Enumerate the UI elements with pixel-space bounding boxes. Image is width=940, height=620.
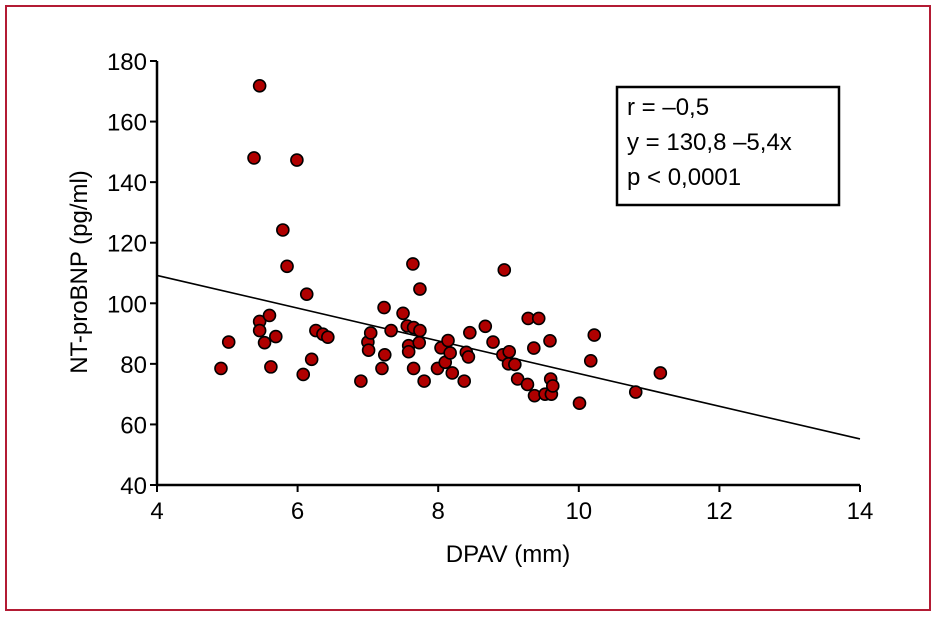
data-point <box>508 357 522 372</box>
axes <box>155 61 860 487</box>
data-point <box>354 374 368 388</box>
data-point <box>280 259 294 274</box>
data-point <box>502 344 517 359</box>
data-point <box>628 385 643 399</box>
y-axis-ticks: 40 60 80 100 120 140 160 180 <box>107 49 157 500</box>
data-point <box>417 374 431 388</box>
data-point <box>497 263 512 277</box>
x-tick-label: 8 <box>432 498 445 525</box>
data-point <box>375 361 389 376</box>
stats-box <box>615 85 841 207</box>
data-point <box>406 257 420 271</box>
data-point <box>377 347 392 362</box>
x-axis-title: DPAV (mm) <box>446 541 570 568</box>
data-point <box>296 367 311 382</box>
data-point <box>461 350 476 364</box>
y-tick-label: 120 <box>107 231 147 258</box>
data-point <box>384 323 398 338</box>
data-point <box>304 352 319 367</box>
data-point <box>377 300 391 315</box>
data-point <box>276 223 290 237</box>
data-point <box>257 335 272 350</box>
data-point <box>252 323 267 338</box>
y-tick-label: 140 <box>107 170 147 197</box>
data-point <box>221 335 236 349</box>
data-point <box>478 319 493 334</box>
data-point <box>413 323 427 338</box>
data-point <box>463 325 477 340</box>
y-tick-label: 60 <box>120 412 147 439</box>
data-point <box>572 396 587 411</box>
data-points <box>214 79 668 411</box>
data-point <box>653 366 668 380</box>
x-tick-label: 4 <box>150 498 163 525</box>
y-tick-label: 160 <box>107 110 147 137</box>
data-point <box>290 153 304 167</box>
data-point <box>214 361 228 376</box>
x-tick-label: 10 <box>565 498 592 525</box>
x-tick-label: 14 <box>847 498 874 525</box>
stats-equation: y = 130,8 –5,4x <box>627 129 792 156</box>
data-point <box>587 328 602 342</box>
y-tick-label: 80 <box>120 352 147 379</box>
y-tick-label: 40 <box>120 473 147 500</box>
data-point <box>413 282 427 296</box>
y-tick-label: 100 <box>107 291 147 318</box>
data-point <box>545 379 560 393</box>
data-point <box>401 344 416 359</box>
data-point <box>396 306 410 321</box>
data-point <box>269 329 283 344</box>
y-axis-title: NT-proBNP (pg/ml) <box>66 170 93 374</box>
stats-r: r = –0,5 <box>627 94 709 121</box>
data-point <box>247 151 261 165</box>
data-point <box>262 308 277 323</box>
data-point <box>486 335 500 349</box>
data-point <box>443 346 457 360</box>
data-point <box>527 341 541 355</box>
data-point <box>441 333 455 348</box>
data-point <box>583 354 598 368</box>
data-point <box>363 326 378 340</box>
data-point <box>406 361 421 376</box>
data-point <box>445 366 460 380</box>
data-point <box>520 377 535 392</box>
data-point <box>457 374 472 388</box>
data-point <box>412 335 427 350</box>
data-point <box>361 343 376 358</box>
data-point <box>531 311 546 326</box>
data-point <box>321 330 335 345</box>
stats-p-value: p < 0,0001 <box>627 164 741 191</box>
data-point <box>543 334 557 348</box>
x-tick-label: 6 <box>291 498 304 525</box>
data-point <box>299 287 314 302</box>
data-point <box>252 79 267 93</box>
data-point <box>264 360 278 374</box>
y-tick-label: 180 <box>107 49 147 76</box>
x-axis-ticks: 4 6 8 10 12 14 <box>150 485 873 525</box>
x-tick-label: 12 <box>706 498 733 525</box>
